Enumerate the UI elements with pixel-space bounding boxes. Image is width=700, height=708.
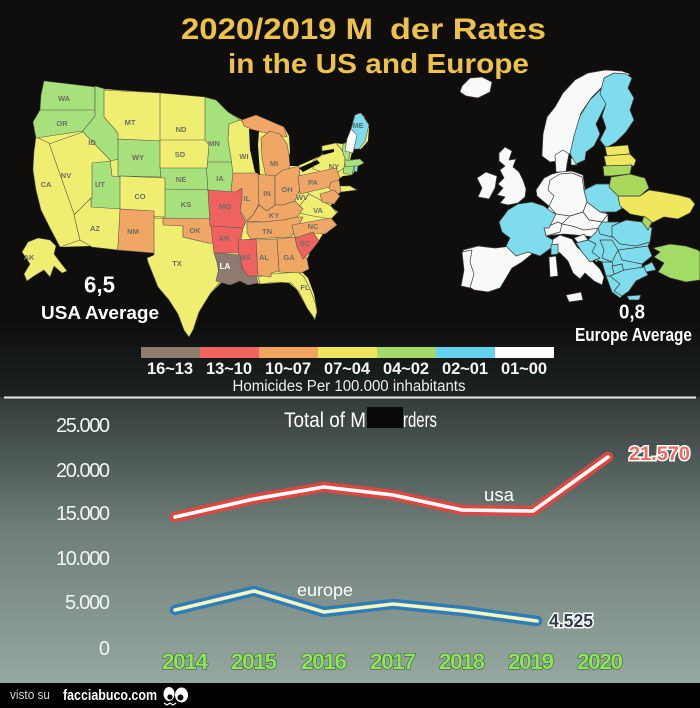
svg-text:AZ: AZ xyxy=(90,224,100,233)
svg-text:04~02: 04~02 xyxy=(383,360,429,378)
svg-text:13~10: 13~10 xyxy=(206,360,252,378)
svg-text:KY: KY xyxy=(269,211,279,220)
svg-text:MO: MO xyxy=(219,202,231,211)
svg-text:facciabuco.com: facciabuco.com xyxy=(63,687,157,704)
svg-text:TX: TX xyxy=(172,259,182,268)
svg-text:16~13: 16~13 xyxy=(147,360,193,378)
svg-text:WY: WY xyxy=(132,153,144,162)
svg-text:07~04: 07~04 xyxy=(324,360,371,378)
svg-text:CA: CA xyxy=(41,180,52,189)
svg-text:WA: WA xyxy=(58,94,71,103)
svg-text:MT: MT xyxy=(125,118,136,127)
svg-text:NE: NE xyxy=(176,175,186,184)
svg-text:AK: AK xyxy=(24,253,35,262)
svg-text:usa: usa xyxy=(484,485,515,505)
svg-text:NV: NV xyxy=(61,171,71,180)
svg-text:OK: OK xyxy=(189,226,201,235)
svg-text:IA: IA xyxy=(216,174,224,183)
svg-text:20.000: 20.000 xyxy=(56,460,110,482)
svg-text:MN: MN xyxy=(208,139,220,148)
svg-text:6,5: 6,5 xyxy=(84,272,115,298)
svg-text:0: 0 xyxy=(99,638,110,660)
svg-text:der Rates: der Rates xyxy=(390,13,546,46)
svg-text:WI: WI xyxy=(239,152,248,161)
svg-text:NM: NM xyxy=(127,227,139,236)
svg-text:USA Average: USA Average xyxy=(41,303,159,323)
svg-text:in the US and Europe: in the US and Europe xyxy=(228,48,529,79)
svg-text:AL: AL xyxy=(259,253,269,262)
svg-text:rders: rders xyxy=(403,408,437,432)
svg-text:2018: 2018 xyxy=(439,649,485,674)
svg-text:15.000: 15.000 xyxy=(56,503,110,525)
svg-text:10~07: 10~07 xyxy=(265,360,311,378)
svg-text:01~00: 01~00 xyxy=(501,360,547,378)
svg-text:OR: OR xyxy=(56,119,68,128)
svg-text:NY: NY xyxy=(329,162,339,171)
svg-text:CO: CO xyxy=(134,192,145,201)
svg-text:WV: WV xyxy=(296,193,308,202)
svg-text:2016: 2016 xyxy=(301,649,347,674)
svg-text:KS: KS xyxy=(181,200,191,209)
svg-text:5.000: 5.000 xyxy=(65,592,110,614)
svg-text:LA: LA xyxy=(220,262,231,271)
svg-text:21.570: 21.570 xyxy=(629,443,690,465)
svg-text:UT: UT xyxy=(95,180,105,189)
svg-text:NC: NC xyxy=(308,222,319,231)
svg-text:02~01: 02~01 xyxy=(442,360,488,378)
svg-text:FL: FL xyxy=(300,283,310,292)
svg-text:2020/2019 M: 2020/2019 M xyxy=(181,13,373,46)
svg-text:MS: MS xyxy=(239,253,250,262)
svg-text:Homicides Per 100.000 inhabita: Homicides Per 100.000 inhabitants xyxy=(233,378,466,395)
svg-text:ND: ND xyxy=(176,125,187,134)
svg-text:0,8: 0,8 xyxy=(619,302,645,324)
svg-text:TN: TN xyxy=(262,227,272,236)
svg-text:10.000: 10.000 xyxy=(56,548,110,570)
svg-text:MI: MI xyxy=(270,159,278,168)
svg-text:IL: IL xyxy=(244,194,251,203)
svg-text:Total of M: Total of M xyxy=(284,408,366,432)
svg-text:AR: AR xyxy=(219,234,230,243)
svg-text:GA: GA xyxy=(283,253,295,262)
svg-text:VA: VA xyxy=(313,206,323,215)
svg-text:2015: 2015 xyxy=(231,649,277,674)
svg-text:SC: SC xyxy=(300,239,311,248)
svg-text:ID: ID xyxy=(88,138,96,147)
svg-text:visto su: visto su xyxy=(10,688,50,702)
svg-text:IN: IN xyxy=(263,189,271,198)
svg-text:europe: europe xyxy=(297,580,353,600)
svg-text:25.000: 25.000 xyxy=(56,415,110,437)
svg-text:PA: PA xyxy=(308,178,318,187)
svg-text:ME: ME xyxy=(352,121,363,130)
svg-text:SD: SD xyxy=(175,150,186,159)
svg-text:4.525: 4.525 xyxy=(549,611,593,631)
svg-text:2017: 2017 xyxy=(370,649,416,674)
svg-text:2020: 2020 xyxy=(577,649,623,674)
svg-text:Europe Average: Europe Average xyxy=(575,325,692,345)
svg-text:2014: 2014 xyxy=(162,649,208,674)
svg-text:2019: 2019 xyxy=(508,649,554,674)
svg-text:OH: OH xyxy=(281,185,292,194)
